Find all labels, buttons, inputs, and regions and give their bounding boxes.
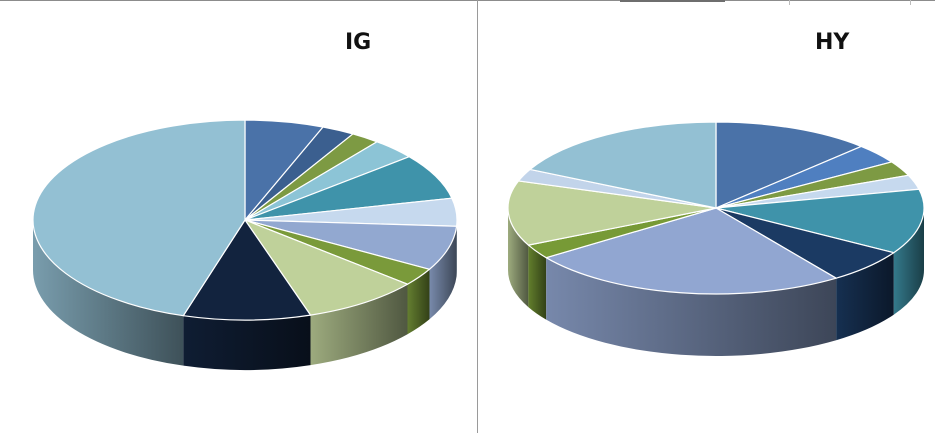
pie-slice-side <box>183 315 311 370</box>
pie-slice <box>715 188 925 254</box>
top-border-tick <box>789 0 790 5</box>
pie-slice-side <box>546 257 837 357</box>
pie-slice-side <box>893 208 924 315</box>
ig-chart-panel: IG <box>32 30 458 370</box>
top-border <box>0 0 935 1</box>
hy-chart-panel: HY <box>478 0 935 433</box>
pie-slice-side <box>310 284 408 366</box>
pie-slice-side <box>836 252 894 341</box>
pie-slice <box>715 121 862 209</box>
hy-pie-chart <box>507 121 925 357</box>
pie-slice <box>244 219 409 316</box>
top-border-accent <box>620 0 725 2</box>
pie-slice-side <box>407 269 430 335</box>
pie-slice <box>32 119 246 317</box>
pie-slice <box>244 156 453 221</box>
ig-chart-title: IG <box>345 30 372 55</box>
pie-slice <box>529 121 717 209</box>
pie-slice <box>507 180 717 246</box>
pie-slice-side <box>429 226 457 320</box>
pie-slice-side <box>508 208 529 308</box>
hy-chart-title: HY <box>815 30 850 55</box>
pie-slice <box>182 219 312 321</box>
pie-slice-side <box>528 245 547 320</box>
pie-slice-side <box>33 220 184 366</box>
ig-pie-chart <box>32 119 458 370</box>
panel-divider <box>477 0 478 433</box>
pie-slice <box>545 207 837 295</box>
top-border-tick <box>910 0 911 5</box>
